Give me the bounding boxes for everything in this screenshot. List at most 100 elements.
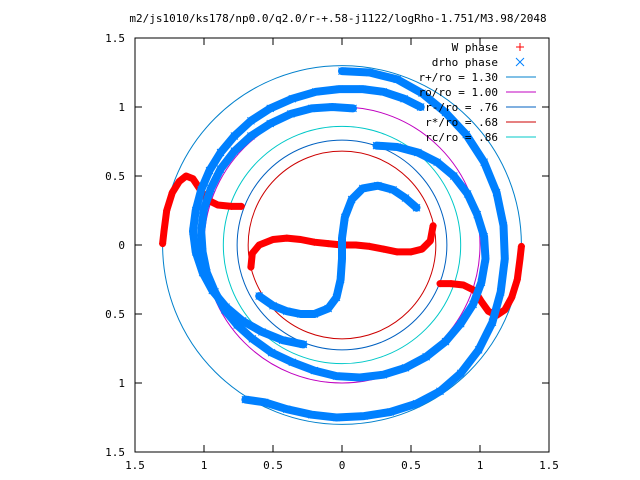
data-point [296, 310, 305, 318]
data-point [208, 286, 217, 295]
x-tick-label: 1 [201, 459, 208, 472]
data-point [189, 227, 197, 236]
data-point [288, 358, 297, 367]
data-point [182, 172, 190, 180]
data-point [477, 298, 485, 306]
data-point [449, 172, 458, 180]
data-point [163, 207, 171, 214]
data-point [230, 147, 239, 156]
data-point [278, 336, 287, 345]
data-point [386, 408, 395, 416]
data-point [456, 319, 465, 328]
legend-entry: r*/ro = .68 [425, 116, 536, 129]
data-point [189, 175, 197, 183]
legend-marker [515, 57, 525, 67]
data-point [484, 307, 492, 315]
data-point [436, 387, 444, 396]
x-tick-label: 0.5 [263, 459, 283, 472]
data-point [307, 104, 316, 113]
data-point [255, 241, 263, 249]
data-point [499, 221, 508, 230]
data-point [247, 116, 255, 125]
data-point [360, 412, 368, 420]
data-point [436, 280, 444, 288]
data-point [258, 328, 266, 336]
data-point [433, 158, 442, 167]
data-point [516, 255, 524, 263]
y-tick-label: 0.5 [105, 170, 125, 183]
x-tick-label: 1 [477, 459, 484, 472]
data-point [247, 132, 255, 140]
data-point [426, 237, 434, 245]
data-point [335, 85, 344, 93]
legend-label: W phase [452, 41, 498, 54]
data-point [366, 242, 374, 250]
y-tick-label: 1 [118, 101, 125, 114]
legend-label: ro/ro = 1.00 [419, 86, 498, 99]
data-point [474, 346, 483, 354]
legend-entry: r-/ro = .76 [425, 101, 536, 114]
legend-label: drho phase [432, 56, 498, 69]
data-point [216, 148, 225, 157]
data-point [414, 148, 422, 157]
data-point [441, 108, 450, 117]
data-point [340, 213, 349, 222]
x-tick-label: 1.5 [125, 459, 145, 472]
data-point [197, 185, 206, 194]
data-point [324, 240, 332, 248]
data-point [393, 75, 402, 84]
legend-label: rc/ro = .86 [425, 131, 498, 144]
data-point [191, 206, 200, 215]
data-point [441, 337, 450, 346]
data-point [238, 317, 247, 325]
legend-entry: drho phase [432, 56, 525, 69]
data-point [175, 178, 183, 186]
data-point [389, 185, 397, 194]
chart-title: m2/js1010/ks178/np0.0/q2.0/r-+.58-j1122/… [129, 12, 546, 25]
data-point [456, 369, 465, 378]
data-point [248, 334, 257, 343]
data-point [481, 254, 490, 263]
data-point [241, 395, 250, 404]
radius-circle-5 [222, 125, 462, 365]
data-point [310, 238, 318, 246]
data-point [332, 372, 341, 380]
data-point [496, 288, 505, 296]
legend: W phase drho phase r+/ro = 1.30 ro/ro = 1.0… [419, 41, 536, 144]
data-point [324, 304, 333, 313]
data-point [332, 293, 341, 302]
data-point [501, 306, 509, 314]
y-tick-label: 1 [118, 377, 125, 390]
data-point [480, 158, 488, 167]
data-point [477, 278, 486, 287]
y-tick-label: 1.5 [105, 446, 125, 459]
data-point [222, 303, 230, 311]
data-point [513, 276, 521, 283]
data-point [349, 104, 357, 113]
data-point [260, 398, 269, 407]
x-tick-label: 0 [339, 459, 346, 472]
data-point [365, 68, 374, 77]
data-point [269, 301, 277, 310]
legend-label: r-/ro = .76 [425, 101, 498, 114]
data-point [255, 292, 264, 300]
data-point [400, 94, 408, 103]
data-point [283, 234, 291, 242]
legend-entry: W phase [452, 41, 524, 54]
data-point [266, 119, 275, 128]
radius-circle-3 [236, 139, 448, 351]
data-point [422, 352, 431, 361]
data-point [247, 263, 255, 271]
data-point [230, 132, 239, 140]
legend-label: r*/ro = .68 [425, 116, 498, 129]
data-point [393, 143, 402, 151]
data-point [508, 293, 516, 301]
data-point [401, 194, 410, 202]
legend-label: r+/ro = 1.30 [419, 71, 498, 84]
data-point [197, 227, 206, 236]
data-point [282, 307, 291, 316]
data-point [463, 190, 472, 198]
data-point [347, 195, 356, 204]
y-tick-label: 0.5 [105, 308, 125, 321]
